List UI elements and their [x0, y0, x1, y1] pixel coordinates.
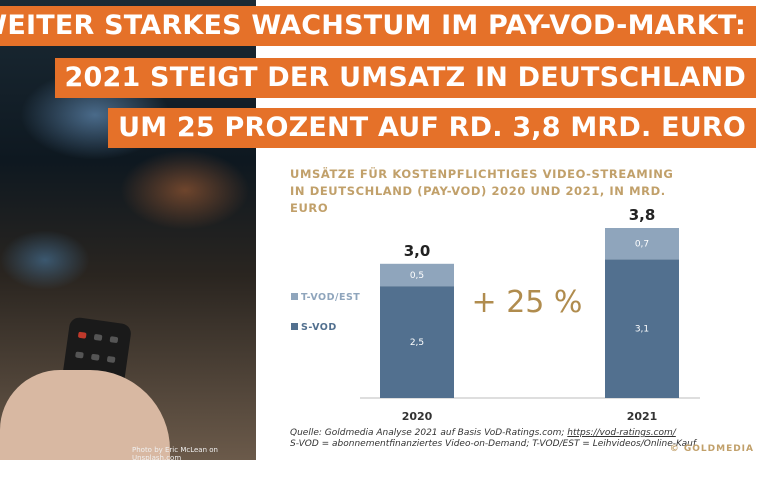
source-line-1: Quelle: Goldmedia Analyse 2021 auf Basis…: [290, 428, 696, 439]
chart-title: UMSÄTZE FÜR KOSTENPFLICHTIGES VIDEO-STRE…: [290, 167, 674, 215]
total-label: 3,8: [629, 206, 656, 224]
photo-credit: Photo by Eric McLean on Unsplash.com: [132, 446, 218, 460]
category-label: 2020: [402, 410, 433, 423]
bar-segment-t-vod-est: [605, 228, 679, 260]
total-label: 3,0: [404, 242, 431, 260]
brand-logo: © GOLDMEDIA: [669, 444, 754, 454]
growth-annotation: + 25 %: [472, 285, 583, 320]
legend-swatch: [291, 323, 298, 330]
data-label: 3,1: [635, 325, 649, 335]
data-label: 0,7: [635, 240, 649, 250]
source-link[interactable]: https://vod-ratings.com/: [567, 428, 676, 438]
bar-segment-s-vod: [380, 286, 454, 398]
category-label: 2021: [627, 410, 658, 423]
bar-segment-t-vod-est: [380, 263, 454, 287]
legend-swatch: [291, 293, 298, 300]
source-text: Quelle: Goldmedia Analyse 2021 auf Basis…: [290, 428, 565, 438]
bokeh-light: [120, 150, 250, 230]
legend-label: S-VOD: [301, 322, 337, 333]
headline-line-2: 2021 STEIGT DER UMSATZ IN DEUTSCHLAND: [54, 58, 756, 98]
headline-line-1: WEITER STARKES WACHSTUM IM PAY-VOD-MARKT…: [0, 6, 756, 46]
data-label: 2,5: [410, 338, 424, 348]
bar-segment-s-vod: [605, 259, 679, 398]
data-label: 0,5: [410, 271, 424, 281]
legend-label: T-VOD/EST: [301, 292, 360, 303]
source-line-2: S-VOD = abonnementfinanziertes Video-on-…: [290, 439, 697, 449]
bokeh-light: [0, 230, 90, 290]
source-note: Quelle: Goldmedia Analyse 2021 auf Basis…: [290, 428, 696, 450]
headline-line-3: UM 25 PROZENT AUF RD. 3,8 MRD. EURO: [108, 108, 756, 148]
